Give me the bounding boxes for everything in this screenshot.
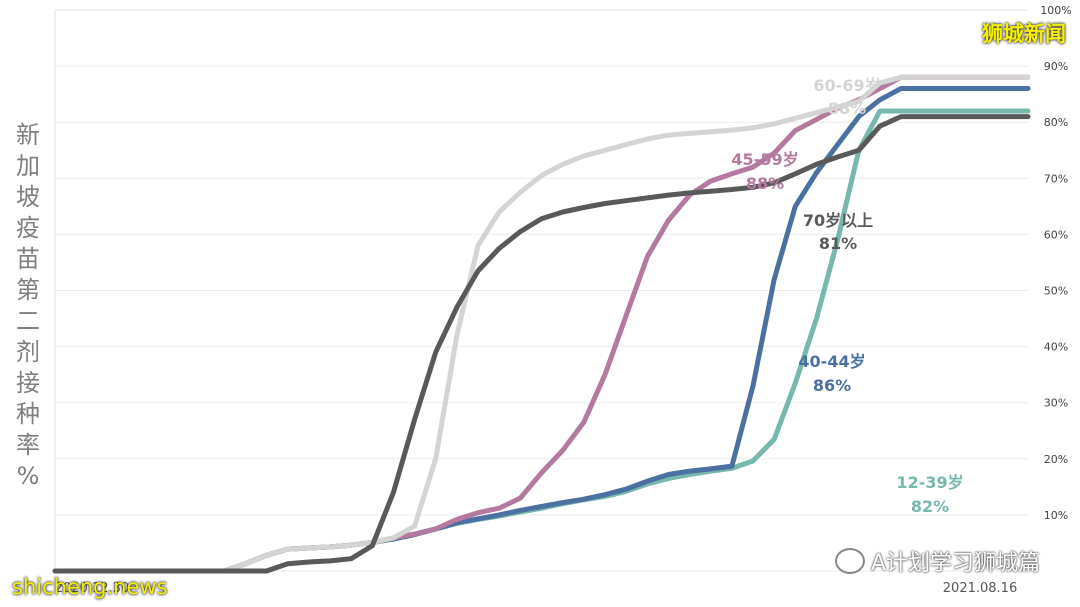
series-value-label: 86% [813, 376, 851, 395]
y-axis-title-char: 新 [16, 121, 40, 149]
x-axis-ticks: 2020.12.30 2021.08.16 [55, 581, 1017, 596]
y-tick-label: 80% [1044, 116, 1068, 129]
series-value-label: 88% [746, 174, 784, 193]
series-label: 40-44岁 [798, 352, 865, 371]
series-label: 12-39岁 [896, 473, 963, 492]
watermark-bottom-left: shicheng.news [12, 575, 168, 599]
watermark-wechat-text: A计划学习狮城篇 [870, 551, 1040, 576]
y-axis-ticks: 10% 20% 30% 40% 50% 60% 70% 80% 90% 100% [1040, 4, 1071, 522]
series-line [52, 74, 1031, 574]
wechat-icon [834, 548, 865, 574]
series-label: 60-69岁 [813, 76, 880, 95]
chart-grid [55, 9, 1028, 572]
y-axis-title-char: 二 [16, 307, 40, 335]
x-tick-label: 2021.08.16 [943, 581, 1017, 596]
y-axis-title-char: 坡 [16, 183, 40, 211]
series-line [52, 74, 1031, 574]
y-tick-label: 50% [1044, 285, 1068, 298]
y-axis-title-char: 率 [16, 431, 40, 459]
y-axis-title: 新加坡疫苗第二剂接种率% [8, 120, 48, 492]
y-axis-title-char: 疫 [16, 214, 40, 242]
series-value-label: 81% [819, 234, 857, 253]
series-line [52, 108, 1031, 574]
y-tick-label: 100% [1040, 4, 1071, 17]
y-tick-label: 60% [1044, 228, 1068, 241]
y-axis-title-char: 第 [16, 276, 40, 304]
y-tick-label: 40% [1044, 341, 1068, 354]
y-axis-title-char: 苗 [16, 245, 40, 273]
y-tick-label: 10% [1044, 509, 1068, 522]
y-axis-title-char: % [16, 462, 40, 490]
series-label: 70岁以上 [803, 211, 873, 230]
watermark-top-right: 狮城新闻 [982, 22, 1066, 46]
watermark-wechat: A计划学习狮城篇 [834, 545, 1040, 577]
y-tick-label: 90% [1044, 60, 1068, 73]
y-axis-title-char: 加 [16, 152, 40, 180]
y-axis-title-char: 剂 [16, 338, 40, 366]
x-tick-label: 2020.12.30 [55, 581, 129, 596]
y-tick-label: 70% [1044, 172, 1068, 185]
series-line [52, 86, 1031, 574]
series-labels: 60-69岁 88% 45-59岁 88% 70岁以上 81% 40-44岁 86% 12-39… [731, 76, 963, 516]
series-value-label: 82% [911, 497, 949, 516]
y-tick-label: 20% [1044, 453, 1068, 466]
series-lines [52, 74, 1031, 574]
y-tick-label: 30% [1044, 397, 1068, 410]
series-value-label: 88% [828, 99, 866, 118]
series-label: 45-59岁 [731, 150, 798, 169]
y-axis-title-char: 接 [16, 369, 40, 397]
y-axis-title-char: 种 [16, 400, 40, 428]
series-line [52, 114, 1031, 574]
